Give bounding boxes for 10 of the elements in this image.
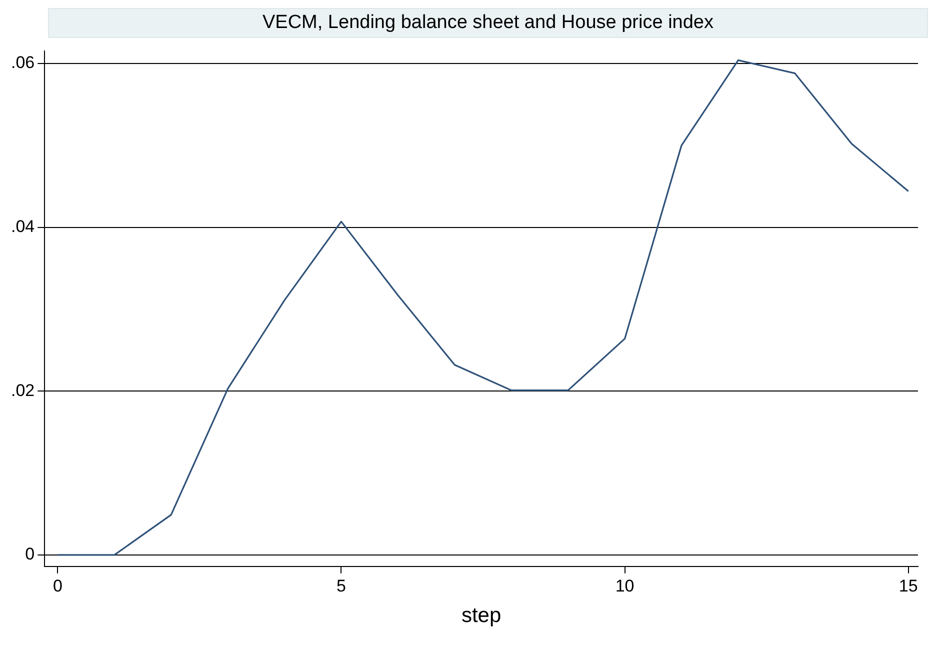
y-tick-label: .06 xyxy=(10,53,35,72)
y-tick-label: .02 xyxy=(10,380,35,400)
x-tick-label: 15 xyxy=(898,576,918,596)
x-tick-label: 0 xyxy=(52,576,62,596)
y-tick-label: .04 xyxy=(10,216,35,236)
x-tick-label: 10 xyxy=(615,576,634,596)
chart-title: VECM, Lending balance sheet and House price index xyxy=(48,8,928,38)
x-tick-label: 5 xyxy=(336,576,346,596)
x-axis-title: step xyxy=(461,604,502,628)
y-tick-label: 0 xyxy=(25,544,35,564)
